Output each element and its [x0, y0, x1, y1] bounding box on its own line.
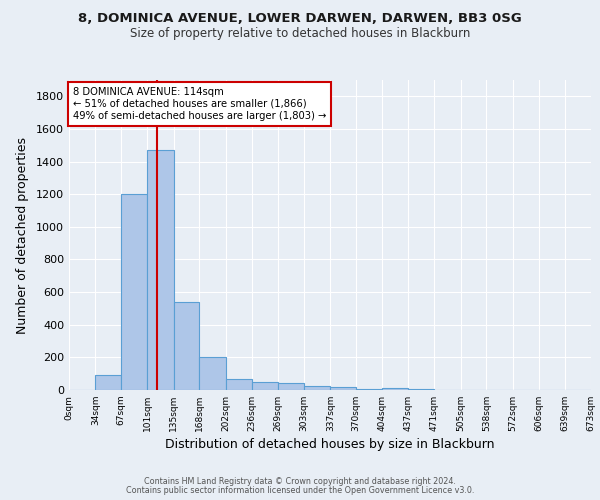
Bar: [174, 302, 199, 390]
Bar: [252, 382, 278, 390]
Bar: [304, 386, 331, 390]
Bar: [382, 388, 408, 390]
Y-axis label: Number of detached properties: Number of detached properties: [16, 136, 29, 334]
Text: Size of property relative to detached houses in Blackburn: Size of property relative to detached ho…: [130, 28, 470, 40]
Bar: [121, 194, 148, 390]
Bar: [331, 386, 356, 390]
X-axis label: Distribution of detached houses by size in Blackburn: Distribution of detached houses by size …: [165, 438, 495, 451]
Bar: [199, 356, 226, 390]
Bar: [278, 384, 304, 390]
Text: Contains public sector information licensed under the Open Government Licence v3: Contains public sector information licen…: [126, 486, 474, 495]
Text: 8, DOMINICA AVENUE, LOWER DARWEN, DARWEN, BB3 0SG: 8, DOMINICA AVENUE, LOWER DARWEN, DARWEN…: [78, 12, 522, 26]
Bar: [148, 150, 174, 390]
Bar: [408, 389, 434, 390]
Text: Contains HM Land Registry data © Crown copyright and database right 2024.: Contains HM Land Registry data © Crown c…: [144, 477, 456, 486]
Bar: [356, 389, 382, 390]
Bar: [226, 380, 252, 390]
Text: 8 DOMINICA AVENUE: 114sqm
← 51% of detached houses are smaller (1,866)
49% of se: 8 DOMINICA AVENUE: 114sqm ← 51% of detac…: [73, 88, 326, 120]
Bar: [95, 376, 121, 390]
